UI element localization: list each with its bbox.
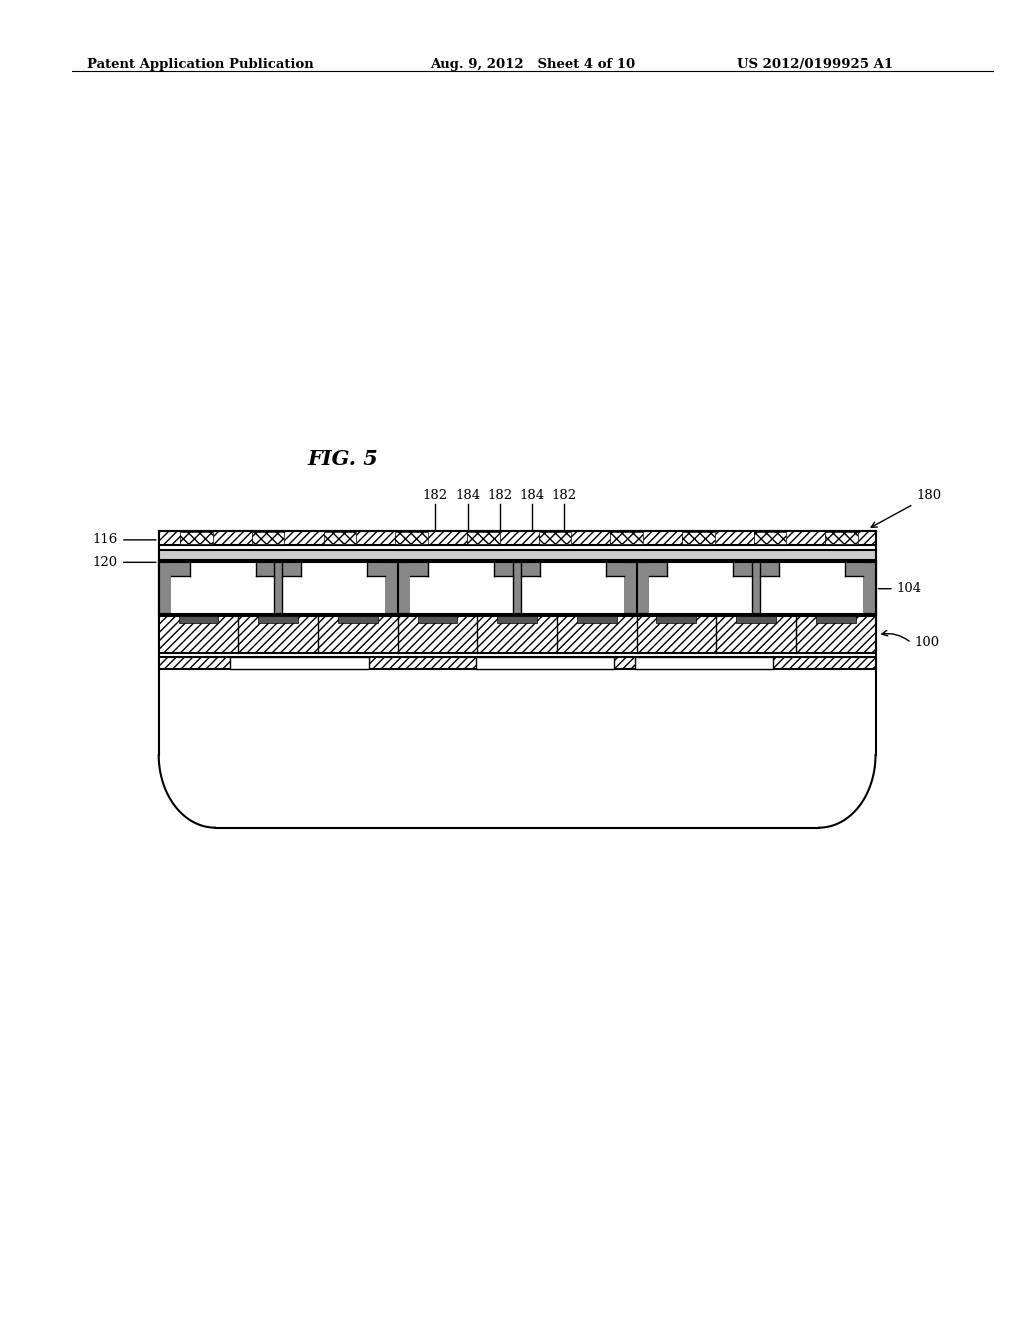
Bar — [256, 562, 274, 576]
Text: 182: 182 — [423, 488, 447, 502]
Text: 100: 100 — [914, 636, 940, 649]
Text: 104: 104 — [896, 582, 922, 595]
Bar — [180, 532, 213, 544]
Bar — [410, 562, 513, 614]
Bar — [760, 562, 778, 576]
Bar — [521, 562, 540, 576]
Bar — [760, 562, 863, 614]
Bar — [467, 532, 500, 544]
Bar — [656, 616, 696, 623]
Bar — [171, 562, 274, 614]
Bar — [395, 532, 428, 544]
Text: FIG. 5: FIG. 5 — [307, 449, 378, 469]
Bar — [159, 657, 876, 669]
Bar — [733, 562, 752, 576]
Bar — [495, 562, 513, 576]
Text: 184: 184 — [520, 488, 545, 502]
Bar — [610, 532, 643, 544]
Bar — [324, 532, 356, 544]
Bar — [649, 562, 752, 614]
Bar — [410, 562, 428, 576]
Bar — [338, 616, 378, 623]
Bar — [159, 550, 876, 560]
Bar — [825, 532, 858, 544]
Text: 180: 180 — [916, 488, 942, 502]
Bar — [159, 616, 876, 653]
Text: Patent Application Publication: Patent Application Publication — [87, 58, 313, 71]
Bar — [159, 531, 876, 545]
Bar — [418, 616, 458, 623]
Bar — [736, 616, 776, 623]
Bar — [283, 562, 301, 576]
Bar — [171, 562, 189, 576]
Bar — [577, 616, 616, 623]
Bar — [395, 532, 428, 544]
Text: 116: 116 — [92, 533, 118, 546]
Bar — [682, 532, 715, 544]
Bar — [252, 532, 285, 544]
Bar — [252, 532, 285, 544]
Text: US 2012/0199925 A1: US 2012/0199925 A1 — [737, 58, 893, 71]
Bar — [845, 562, 863, 576]
Text: Aug. 9, 2012   Sheet 4 of 10: Aug. 9, 2012 Sheet 4 of 10 — [430, 58, 635, 71]
Bar — [283, 562, 385, 614]
Bar — [230, 657, 369, 669]
Bar — [539, 532, 571, 544]
Bar — [816, 616, 856, 623]
Bar — [498, 616, 537, 623]
Bar — [467, 532, 500, 544]
Bar — [159, 531, 876, 545]
Bar — [159, 562, 876, 614]
Bar — [476, 657, 614, 669]
Text: 184: 184 — [456, 488, 480, 502]
Bar — [682, 532, 715, 544]
Text: 120: 120 — [92, 556, 118, 569]
Bar — [539, 532, 571, 544]
Bar — [258, 616, 298, 623]
Bar — [754, 532, 786, 544]
Bar — [159, 657, 876, 669]
Bar — [649, 562, 668, 576]
Bar — [324, 532, 356, 544]
Bar — [610, 532, 643, 544]
Bar — [754, 532, 786, 544]
Bar — [825, 532, 858, 544]
Bar — [606, 562, 625, 576]
Bar — [635, 657, 773, 669]
Bar — [178, 616, 218, 623]
Bar — [521, 562, 625, 614]
Text: 182: 182 — [487, 488, 512, 502]
Bar — [159, 616, 876, 653]
Bar — [367, 562, 385, 576]
Text: 182: 182 — [552, 488, 577, 502]
Bar — [180, 532, 213, 544]
